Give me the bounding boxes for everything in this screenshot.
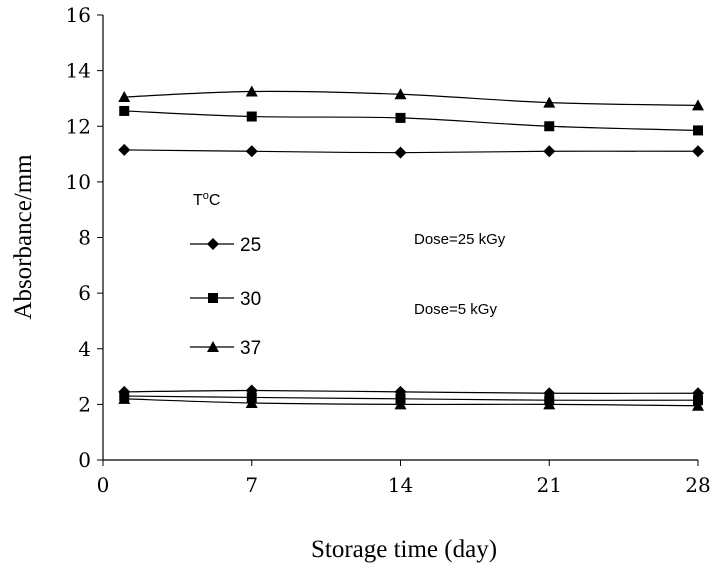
legend-label: 37: [240, 338, 261, 359]
y-tick-label: 4: [78, 337, 91, 361]
data-point-triangle: [118, 392, 131, 404]
data-point-triangle: [245, 396, 258, 408]
series-line: [124, 395, 699, 401]
data-point-diamond: [394, 146, 407, 159]
data-point-triangle: [394, 88, 407, 100]
legend-item-37: 37: [190, 338, 261, 359]
legend: 25 30 37: [190, 235, 261, 359]
series-triangle-2: [118, 85, 704, 111]
legend-item-25: 25: [190, 235, 261, 256]
data-point-triangle: [245, 85, 258, 97]
data-point-diamond: [692, 145, 704, 158]
legend-item-30: 30: [190, 289, 261, 310]
x-tick-label: 14: [388, 473, 413, 497]
x-tick-label: 7: [245, 473, 258, 497]
data-point-triangle: [118, 91, 131, 103]
legend-label: 30: [240, 289, 261, 310]
series-line: [124, 149, 699, 154]
series-line: [124, 389, 699, 394]
data-point-square: [693, 125, 703, 136]
legend-marker-diamond: [207, 238, 219, 250]
y-tick-label: 16: [66, 3, 91, 27]
x-axis-title: Storage time (day): [311, 536, 497, 563]
data-point-square: [395, 112, 406, 123]
data-point-diamond: [543, 145, 556, 158]
series-diamond-0: [118, 143, 704, 159]
data-point-triangle: [543, 398, 556, 410]
y-tick-label: 12: [66, 114, 91, 138]
annotation-dose-5: Dose=5 kGy: [414, 301, 497, 318]
annotation-dose-25: Dose=25 kGy: [414, 231, 506, 248]
data-point-square: [246, 111, 257, 122]
y-tick-label: 6: [78, 281, 91, 305]
axes: 0 2 4 6 8 10 12 14 16 0 7 14 21 28: [66, 3, 711, 497]
y-tick-label: 14: [66, 59, 91, 83]
plot-area: [118, 85, 704, 411]
data-point-triangle: [692, 399, 704, 411]
series-square-1: [119, 105, 703, 136]
data-point-diamond: [118, 143, 131, 156]
series-triangle-5: [118, 392, 704, 411]
y-axis-title: Absorbance/mm: [10, 154, 37, 320]
y-tick-label: 10: [66, 170, 91, 194]
data-point-triangle: [692, 99, 704, 111]
series-line: [124, 110, 699, 132]
data-point-triangle: [543, 96, 556, 108]
y-tick-label: 8: [78, 226, 91, 250]
data-point-diamond: [245, 145, 258, 158]
legend-label: 25: [240, 235, 261, 256]
data-point-triangle: [394, 398, 407, 410]
legend-title: ToC: [193, 190, 220, 209]
x-tick-label: 21: [537, 473, 562, 497]
x-tick-label: 0: [97, 473, 110, 497]
legend-marker-square: [208, 293, 218, 303]
y-tick-label: 0: [78, 448, 91, 472]
data-point-square: [544, 121, 555, 132]
data-point-square: [119, 105, 130, 116]
series-line: [124, 90, 699, 106]
x-tick-label: 28: [685, 473, 710, 497]
legend-marker-triangle: [207, 341, 219, 352]
y-tick-label: 2: [78, 392, 91, 416]
